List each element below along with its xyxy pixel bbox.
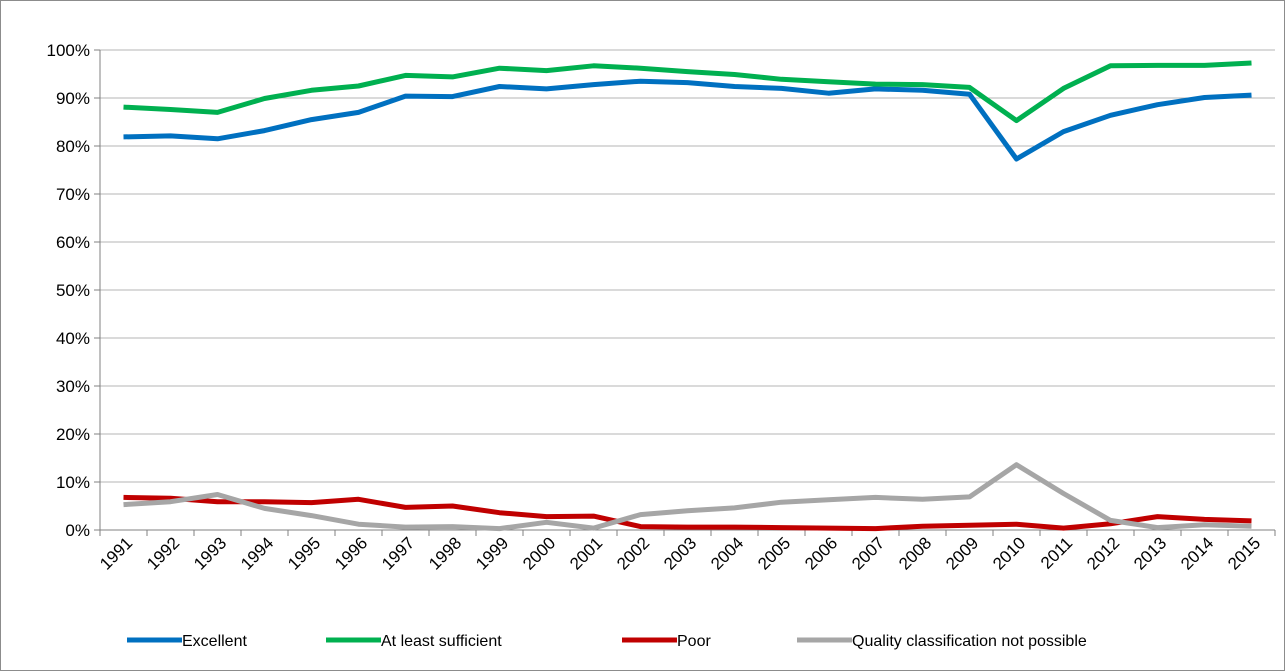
x-tick-label: 2008	[895, 533, 935, 573]
y-tick-label: 20%	[56, 425, 90, 444]
x-tick-label: 2010	[989, 533, 1029, 573]
legend-label: At least sufficient	[381, 633, 502, 650]
x-tick-label: 1999	[472, 533, 512, 573]
x-tick-label: 1995	[284, 533, 324, 573]
y-tick-label: 90%	[56, 89, 90, 108]
x-tick-label: 2003	[660, 533, 700, 573]
y-tick-label: 40%	[56, 329, 90, 348]
y-axis-tick-labels: 0% 10% 20% 30% 40% 50% 60% 70% 80% 90% 100%	[47, 41, 90, 540]
x-tick-label: 2000	[519, 533, 559, 573]
y-tick-label: 0%	[65, 521, 90, 540]
x-tick-label: 1994	[237, 533, 277, 573]
series-line-excellent	[123, 78, 1252, 162]
legend-label: Excellent	[182, 633, 247, 650]
y-tick-label: 50%	[56, 281, 90, 300]
x-tick-label: 2006	[801, 533, 841, 573]
x-tick-label: 1996	[331, 533, 371, 573]
series-line-at-least-sufficient	[123, 60, 1252, 124]
x-tick-label: 2012	[1083, 533, 1123, 573]
y-tick-label: 70%	[56, 185, 90, 204]
x-tick-label: 2009	[942, 533, 982, 573]
y-tick-label: 30%	[56, 377, 90, 396]
x-tick-label: 2005	[754, 533, 794, 573]
x-tick-label: 2002	[613, 533, 653, 573]
x-tick-label: 2015	[1224, 533, 1264, 573]
series-lines	[123, 60, 1252, 532]
y-tick-label: 10%	[56, 473, 90, 492]
x-tick-label: 1998	[425, 533, 465, 573]
series-line-poor	[123, 494, 1252, 532]
legend-label: Quality classification not possible	[852, 633, 1087, 650]
y-tick-label: 100%	[47, 41, 90, 60]
x-tick-label: 1997	[378, 533, 418, 573]
series-line-quality-classification-not-possible	[123, 462, 1252, 532]
x-axis-tick-labels: 1991 1992 1993 1994 1995 1996 1997 1998 1999 2000…	[96, 533, 1264, 573]
x-tick-label: 2007	[848, 533, 888, 573]
axes	[94, 49, 1276, 536]
x-tick-label: 2011	[1037, 533, 1076, 572]
x-tick-label: 1993	[190, 533, 230, 573]
legend: Excellent At least sufficient Poor Quality …	[127, 633, 1087, 650]
x-tick-label: 1992	[143, 533, 183, 573]
x-tick-label: 1991	[96, 533, 136, 573]
x-tick-label: 2001	[566, 533, 606, 573]
y-tick-label: 60%	[56, 233, 90, 252]
y-tick-label: 80%	[56, 137, 90, 156]
gridlines	[100, 49, 1275, 483]
x-tick-label: 2014	[1177, 533, 1217, 573]
x-tick-label: 2013	[1130, 533, 1170, 573]
legend-label: Poor	[677, 633, 711, 650]
x-tick-label: 2004	[707, 533, 747, 573]
